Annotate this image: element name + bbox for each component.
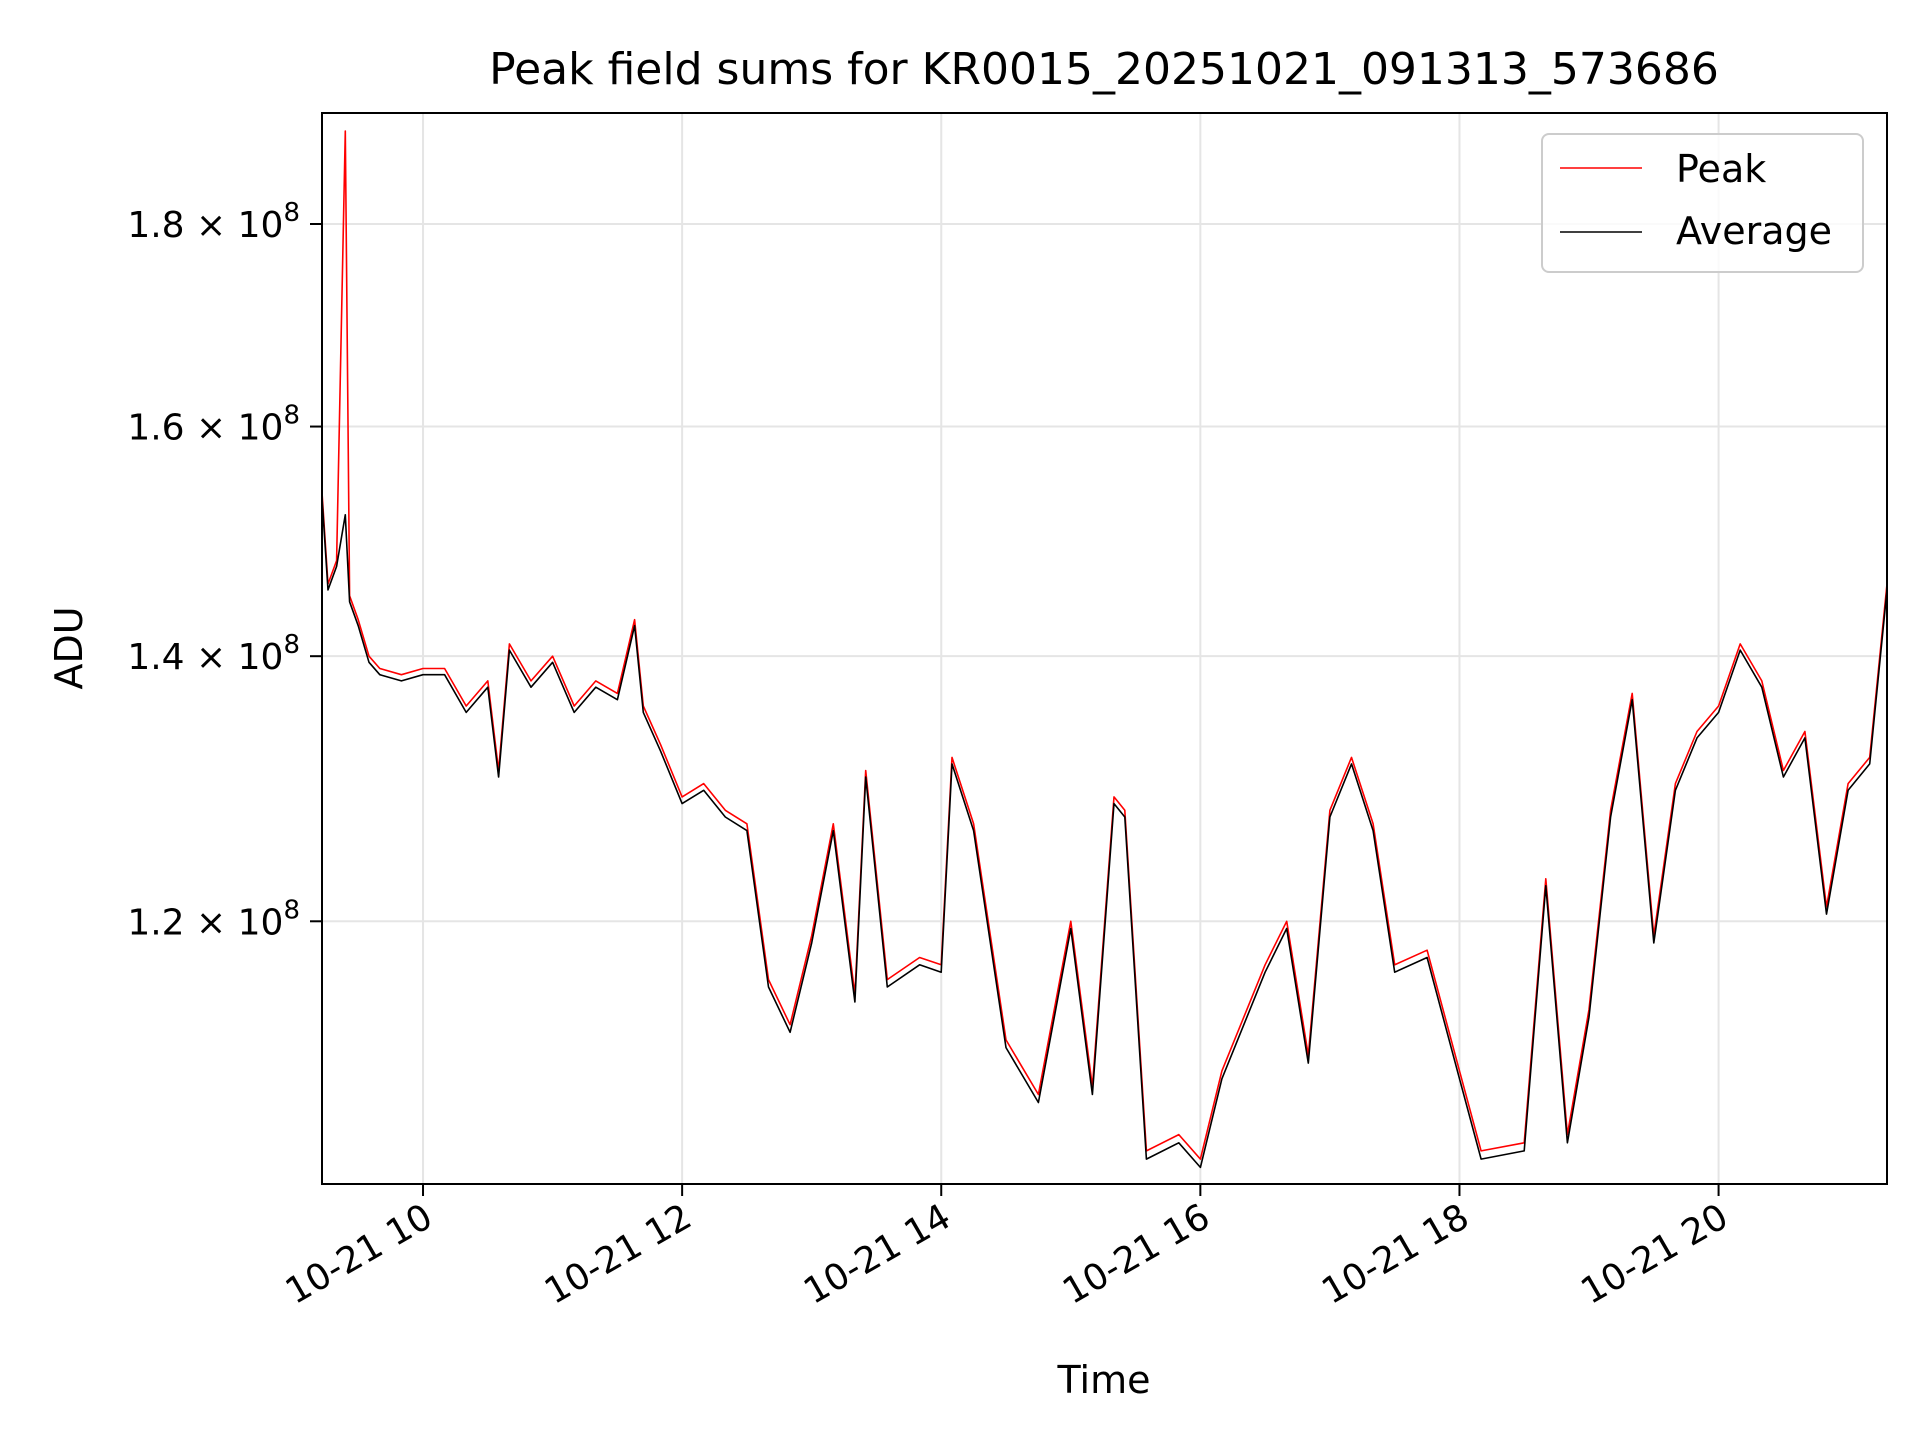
y-tick-label: 1.2 × 108	[127, 895, 300, 943]
y-tick-label: 1.4 × 108	[127, 630, 300, 678]
chart-title: Peak field sums for KR0015_20251021_0913…	[489, 44, 1719, 95]
legend: Peak Average	[1541, 133, 1864, 273]
y-tick-label: 1.8 × 108	[127, 198, 300, 246]
series-line-average	[322, 497, 1887, 1169]
y-axis-label: ADU	[47, 606, 91, 689]
y-tick-label: 1.6 × 108	[127, 401, 300, 449]
x-axis-label: Time	[1057, 1358, 1151, 1402]
legend-label-peak: Peak	[1676, 147, 1766, 191]
legend-label-average: Average	[1676, 209, 1832, 253]
series-layer	[322, 130, 1887, 1169]
plot-frame	[321, 112, 1888, 1185]
y-axis: 1.2 × 108 1.4 × 108 1.6 × 108 1.8 × 108	[127, 198, 322, 943]
